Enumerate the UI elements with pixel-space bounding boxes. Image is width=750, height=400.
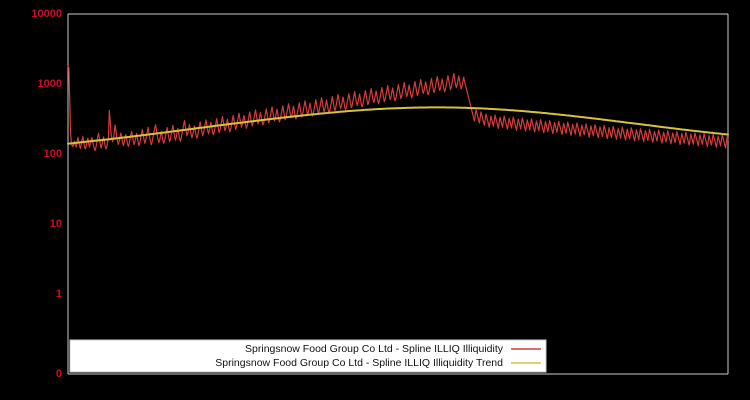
series-line-illiquidity [67,65,729,152]
legend-label-0: Springsnow Food Group Co Ltd - Spline IL… [245,343,504,355]
y-axis-tick-10000: 10000 [31,8,62,20]
data-series-layer [67,65,729,152]
y-axis-tick-0: 0 [56,368,62,380]
y-axis-tick-1000: 1000 [38,78,62,90]
legend-label-1: Springsnow Food Group Co Ltd - Spline IL… [215,357,503,369]
series-line-trend [67,106,729,145]
chart-legend: Springsnow Food Group Co Ltd - Spline IL… [69,339,547,373]
y-axis-tick-10: 10 [50,218,62,230]
legend-background [69,339,547,373]
y-axis-tick-1: 1 [56,288,62,300]
plot-area-background [68,14,728,374]
y-axis-tick-100: 100 [44,148,62,160]
